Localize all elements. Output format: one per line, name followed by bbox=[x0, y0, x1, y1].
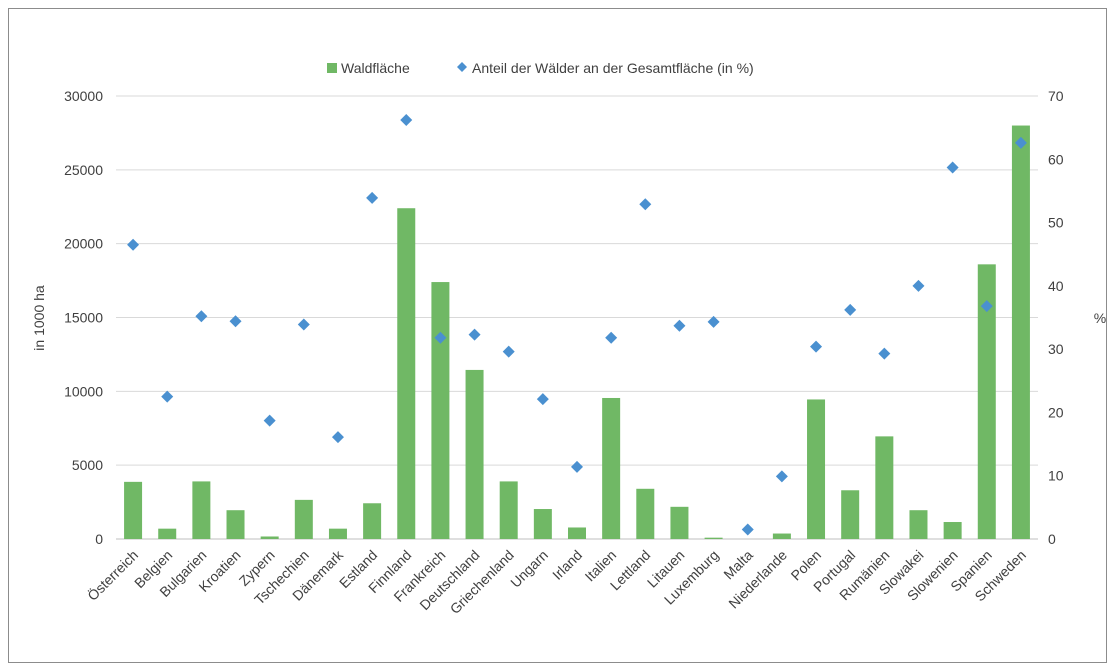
bar bbox=[636, 488, 655, 539]
data-point bbox=[605, 331, 618, 344]
left-axis-title: in 1000 ha bbox=[31, 285, 47, 351]
data-point bbox=[946, 161, 959, 174]
data-point bbox=[434, 331, 447, 344]
data-point bbox=[195, 310, 208, 323]
bar bbox=[568, 527, 586, 539]
left-axis-ticks: 0 5000 10000 15000 20000 25000 30000 bbox=[64, 88, 103, 547]
legend-label-diamond: Anteil der Wälder an der Gesamtfläche (i… bbox=[472, 60, 754, 76]
bar bbox=[772, 533, 791, 539]
bar bbox=[294, 499, 313, 539]
x-axis-ticks: ÖsterreichBelgienBulgarienKroatienZypern… bbox=[84, 546, 1030, 617]
bar bbox=[602, 397, 621, 539]
left-axis-tick-label: 5000 bbox=[72, 457, 103, 473]
data-point bbox=[707, 315, 720, 328]
left-axis-tick-label: 10000 bbox=[64, 383, 103, 399]
x-axis-tick-label: Irland bbox=[549, 547, 585, 583]
data-point bbox=[571, 460, 583, 473]
chart-frame bbox=[8, 8, 1107, 663]
bar bbox=[977, 264, 996, 539]
bar bbox=[841, 490, 860, 539]
data-point bbox=[400, 114, 413, 127]
bar bbox=[807, 399, 826, 539]
left-axis-tick-label: 30000 bbox=[64, 88, 103, 104]
bar bbox=[533, 509, 552, 539]
data-point bbox=[810, 340, 823, 353]
data-point bbox=[878, 347, 891, 360]
bar bbox=[909, 510, 928, 539]
right-axis-tick-label: 20 bbox=[1048, 404, 1064, 420]
bar bbox=[226, 510, 245, 539]
left-axis-tick-label: 15000 bbox=[64, 310, 103, 326]
data-point bbox=[741, 523, 754, 536]
bar bbox=[670, 506, 689, 539]
bar bbox=[124, 481, 143, 539]
data-point bbox=[1014, 136, 1027, 149]
data-point bbox=[468, 328, 481, 341]
bar bbox=[260, 536, 279, 539]
data-point bbox=[673, 319, 686, 332]
right-axis-tick-label: 40 bbox=[1048, 278, 1064, 294]
x-axis-tick-label: Österreich bbox=[84, 546, 142, 604]
bar bbox=[465, 369, 484, 539]
legend: Waldfläche Anteil der Wälder an der Gesa… bbox=[327, 60, 754, 76]
right-axis-title: % bbox=[1094, 310, 1106, 326]
bar bbox=[431, 282, 450, 539]
bar bbox=[1011, 125, 1030, 540]
bar bbox=[192, 481, 211, 539]
data-point bbox=[127, 238, 140, 251]
bar bbox=[397, 208, 416, 539]
bar bbox=[158, 528, 177, 539]
data-point bbox=[536, 393, 549, 406]
data-point bbox=[775, 470, 788, 483]
data-point bbox=[844, 303, 857, 316]
bar bbox=[499, 481, 518, 539]
bar bbox=[363, 503, 382, 539]
right-axis-tick-label: 50 bbox=[1048, 215, 1064, 231]
legend-swatch-diamond bbox=[457, 62, 467, 72]
right-axis-tick-label: 30 bbox=[1048, 341, 1064, 357]
data-point bbox=[366, 191, 379, 204]
data-point bbox=[502, 345, 515, 358]
right-axis-ticks: 0 10 20 30 40 50 60 70 bbox=[1048, 88, 1064, 547]
data-point bbox=[639, 198, 652, 211]
right-axis-tick-label: 10 bbox=[1048, 468, 1064, 484]
x-axis-tick-label: Ungarn bbox=[507, 547, 551, 591]
legend-swatch-bar bbox=[327, 63, 337, 73]
left-axis-tick-label: 20000 bbox=[64, 236, 103, 252]
bar bbox=[875, 436, 894, 539]
data-point bbox=[912, 279, 925, 292]
data-point bbox=[263, 414, 276, 427]
data-point bbox=[229, 315, 242, 328]
bar bbox=[943, 522, 962, 539]
data-point bbox=[331, 431, 344, 444]
left-axis-tick-label: 25000 bbox=[64, 162, 103, 178]
bar-series bbox=[124, 125, 1030, 540]
bar bbox=[704, 537, 723, 539]
data-point bbox=[980, 300, 993, 313]
legend-label-bar: Waldfläche bbox=[341, 60, 410, 76]
right-axis-tick-label: 60 bbox=[1048, 151, 1064, 167]
diamond-series bbox=[127, 114, 1027, 536]
bar bbox=[328, 528, 347, 539]
left-axis-tick-label: 0 bbox=[95, 531, 103, 547]
right-axis-tick-label: 70 bbox=[1048, 88, 1064, 104]
data-point bbox=[297, 318, 310, 331]
right-axis-tick-label: 0 bbox=[1048, 531, 1056, 547]
data-point bbox=[161, 390, 174, 403]
